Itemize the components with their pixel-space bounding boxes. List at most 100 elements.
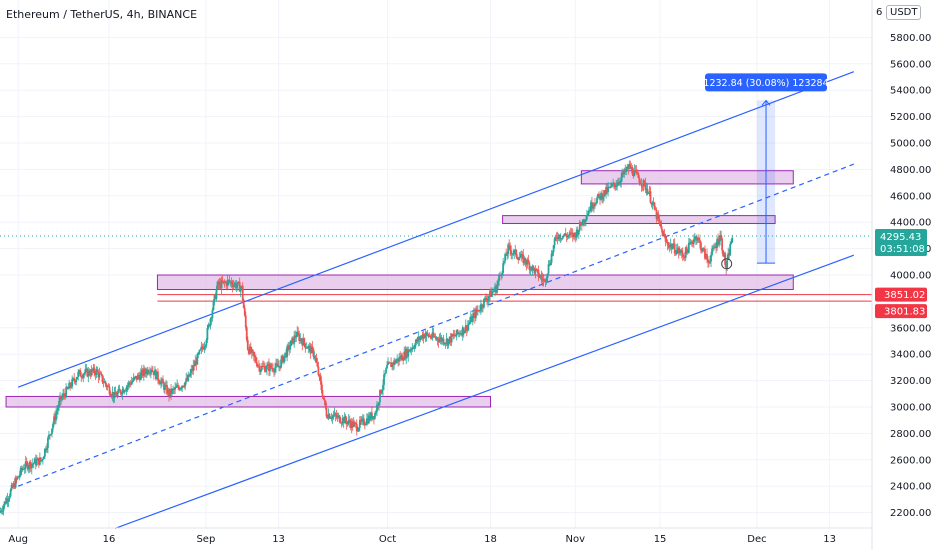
candle-body	[3, 501, 6, 506]
time-axis[interactable]: Aug 16 Sep 13 Oct 18 Nov 15 Dec 13	[0, 527, 872, 545]
candle-body	[422, 334, 425, 339]
candle-body	[82, 374, 85, 378]
candle-body	[355, 423, 358, 432]
candle-body	[550, 253, 553, 263]
candle-body	[41, 458, 44, 460]
candle-body	[729, 243, 732, 256]
candle-body	[423, 334, 426, 339]
candle-body	[458, 333, 461, 335]
candle-body	[697, 237, 699, 240]
candle-body	[513, 250, 516, 254]
candle-body	[100, 373, 103, 375]
candle-body	[203, 346, 206, 350]
price-axis[interactable]: 2200.00 2400.00 2600.00 2800.00 3000.00 3200.…	[871, 0, 931, 550]
candle-body	[684, 247, 687, 258]
candle-body	[474, 309, 477, 319]
candle-body	[187, 374, 190, 381]
candle-body	[199, 349, 202, 351]
candle-body	[171, 389, 173, 395]
candle-body	[431, 332, 434, 338]
candle-body	[650, 202, 653, 205]
horizontal-levels	[157, 294, 872, 302]
candle-body	[112, 392, 115, 399]
candle-body	[364, 423, 367, 425]
candle-body	[642, 180, 645, 187]
candle-body	[719, 234, 722, 242]
candle-body	[106, 386, 109, 388]
candle-body	[124, 390, 127, 392]
candle-body	[125, 386, 128, 391]
candle-body	[657, 214, 660, 220]
candle-body	[640, 183, 643, 186]
candle-body	[252, 352, 255, 356]
candle-body	[90, 369, 93, 376]
candle-body	[218, 282, 221, 286]
candle-body	[673, 243, 676, 254]
candle-body	[346, 421, 349, 425]
candle-body	[168, 389, 170, 397]
price-tick-label: 2400.00	[890, 482, 931, 493]
candle-body	[624, 169, 627, 172]
candle-body	[660, 226, 663, 230]
candle-body	[221, 280, 224, 283]
candle-body	[156, 371, 158, 380]
price-range-measure[interactable]: 1232.84 (30.08%) 123284	[703, 73, 829, 264]
candle-body	[162, 379, 164, 384]
candle-body	[361, 418, 364, 420]
price-tick-label: 4800.00	[890, 165, 931, 176]
candle-body	[716, 239, 718, 248]
candle-body	[372, 416, 374, 420]
candle-body	[242, 300, 245, 309]
candle-body	[98, 373, 101, 378]
candle-body	[83, 373, 86, 375]
candle-body	[91, 369, 94, 372]
candle-body	[714, 246, 716, 249]
candle-body	[398, 356, 401, 362]
candle-body	[154, 369, 156, 376]
candle-body	[61, 396, 63, 400]
time-tick-label: 18	[484, 534, 497, 545]
candle-body	[322, 397, 325, 399]
candle-body	[163, 383, 165, 390]
candle-body	[695, 239, 698, 241]
candle-body	[81, 377, 84, 379]
candle-body	[391, 362, 393, 368]
candle-body	[357, 427, 360, 431]
candle-body	[553, 238, 556, 246]
candle-body	[85, 368, 88, 370]
candle-body	[485, 297, 487, 301]
candle-body	[202, 347, 205, 350]
candle-body	[11, 485, 14, 488]
candle-body	[335, 415, 338, 418]
candle-body	[120, 393, 123, 395]
candle-body	[722, 250, 725, 257]
candle-body	[388, 362, 390, 364]
candle-body	[347, 419, 350, 422]
candle-body	[527, 259, 530, 263]
candle-body	[113, 391, 116, 399]
candle-body	[101, 374, 104, 383]
candle-body	[295, 336, 298, 338]
time-tick-label: Sep	[196, 534, 215, 545]
candle-body	[126, 385, 129, 387]
candle-body	[382, 384, 384, 390]
candle-body	[489, 290, 491, 297]
candle-body	[212, 300, 215, 310]
candle-body	[228, 280, 231, 282]
candle-body	[447, 339, 450, 346]
candle-body	[178, 387, 181, 390]
candle-body	[487, 298, 489, 302]
candle-body	[649, 191, 652, 203]
candle-body	[531, 265, 534, 271]
candle-body	[177, 385, 180, 388]
candle-body	[540, 275, 543, 279]
candle-body	[1, 510, 4, 512]
candle-body	[571, 232, 574, 238]
candle-body	[234, 283, 237, 288]
candle-body	[25, 461, 28, 464]
currency-unit-button[interactable]: USDT	[886, 5, 922, 20]
candle-body	[473, 312, 476, 319]
candle-body	[241, 285, 244, 301]
channel-midline	[17, 163, 855, 487]
